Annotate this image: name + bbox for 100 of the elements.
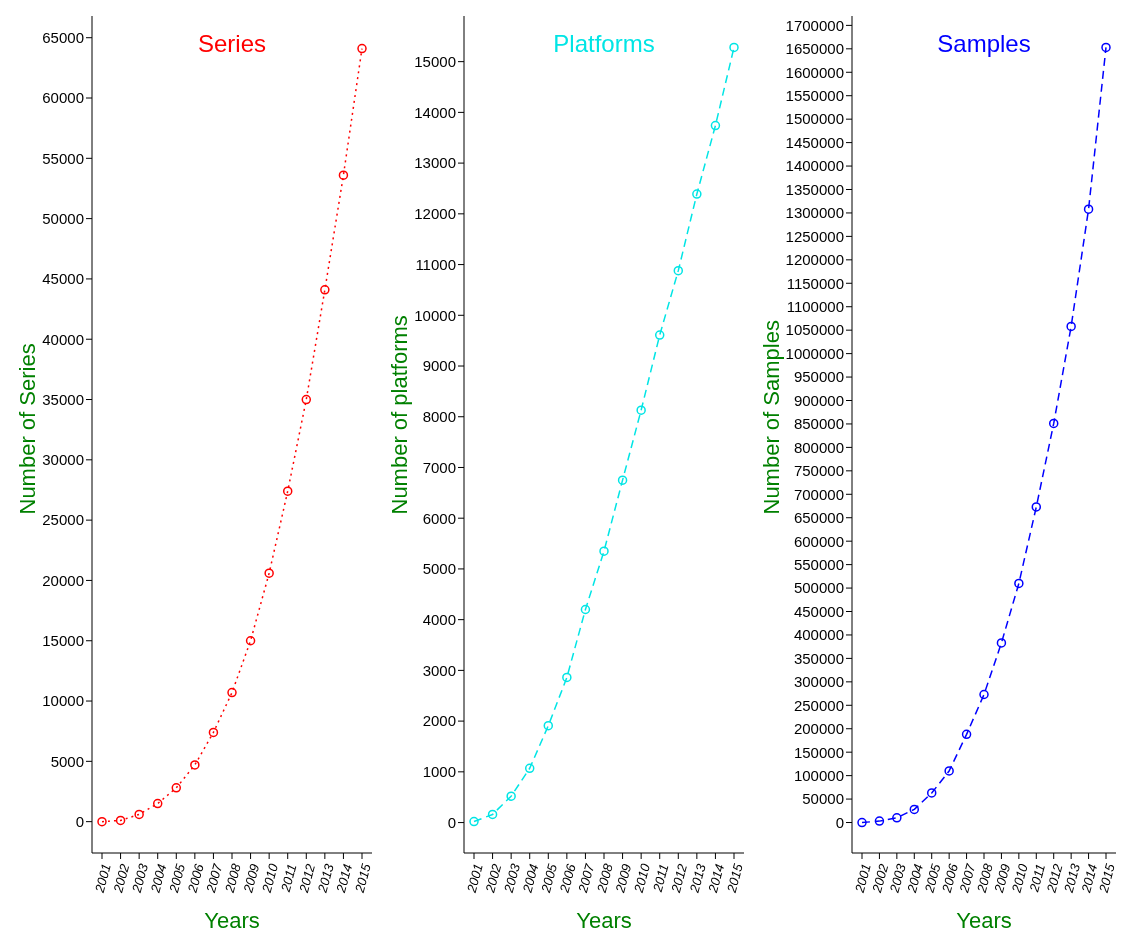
y-tick-label: 13000 — [414, 154, 456, 172]
y-tick-label: 0 — [75, 812, 84, 830]
point — [97, 816, 107, 827]
y-tick-label: 1450000 — [785, 133, 844, 151]
text: Platforms — [552, 30, 656, 58]
y-tick-label: 1150000 — [786, 274, 844, 292]
y-tick-label: 750000 — [793, 462, 844, 480]
y-tick-label: 8000 — [422, 408, 456, 426]
y-tick-label: 15000 — [42, 632, 84, 650]
point — [469, 816, 479, 827]
y-tick-label: 20000 — [42, 571, 84, 589]
y-tick-label: 550000 — [793, 555, 844, 573]
point — [357, 43, 367, 54]
point — [979, 689, 989, 700]
y-tick-label: 1500000 — [785, 110, 844, 128]
y-tick-label: 1400000 — [785, 157, 844, 175]
y-tick-label: 850000 — [793, 415, 844, 433]
y-tick-label: 50000 — [802, 790, 844, 808]
point — [506, 791, 516, 801]
point — [264, 568, 274, 578]
y-tick-label: 800000 — [793, 438, 844, 456]
point — [857, 817, 867, 828]
y-tick-label: 900000 — [793, 391, 844, 409]
y-tick-label: 1100000 — [786, 298, 844, 316]
point — [944, 766, 954, 776]
y-tick-label: 0 — [447, 813, 456, 831]
point — [245, 635, 256, 646]
point — [654, 330, 665, 340]
point — [208, 727, 219, 738]
y-tick-label: 50000 — [42, 209, 84, 227]
y-tick-label: 25000 — [42, 511, 84, 529]
point — [926, 788, 937, 798]
y-tick-label: 14000 — [414, 103, 456, 121]
point — [152, 798, 163, 809]
y-tick-label: 1350000 — [785, 180, 844, 198]
y-tick-label: 1200000 — [785, 251, 844, 269]
y-tick-label: 5000 — [422, 560, 456, 578]
text: Series — [197, 30, 267, 58]
y-tick-label: 1050000 — [785, 321, 844, 339]
y-tick-label: 9000 — [422, 357, 456, 375]
y-tick-label: 10000 — [42, 692, 84, 710]
point — [487, 809, 498, 820]
y-axis-title: Number of Series — [14, 343, 40, 515]
point — [1083, 204, 1094, 214]
point — [617, 475, 628, 485]
y-tick-label: 7000 — [422, 458, 456, 476]
point — [996, 638, 1007, 648]
y-tick-label: 65000 — [42, 29, 84, 47]
y-tick-label: 300000 — [793, 673, 844, 691]
y-tick-label: 1700000 — [785, 16, 844, 34]
point — [562, 672, 572, 683]
point — [524, 763, 535, 774]
y-tick-label: 350000 — [793, 649, 844, 667]
y-tick-label: 1000000 — [785, 344, 844, 362]
x-axis-title: Years — [956, 908, 1012, 929]
y-tick-label: 1300000 — [785, 204, 844, 222]
y-axis-title: Number of Samples — [758, 320, 784, 515]
point — [710, 120, 721, 131]
point — [543, 720, 554, 731]
point — [1014, 578, 1024, 589]
y-tick-label: 15000 — [414, 52, 456, 70]
point — [692, 189, 702, 199]
point — [1048, 418, 1059, 429]
y-tick-label: 250000 — [793, 696, 844, 714]
y-tick-label: 950000 — [793, 368, 844, 386]
y-tick-label: 2000 — [422, 712, 456, 730]
point — [282, 486, 293, 496]
point — [580, 604, 591, 615]
y-tick-label: 12000 — [414, 205, 456, 223]
x-axis-title: Years — [576, 908, 632, 929]
y-tick-label: 500000 — [793, 579, 844, 597]
point — [190, 760, 200, 770]
point — [1031, 502, 1042, 512]
y-tick-label: 45000 — [42, 270, 84, 288]
y-tick-label: 11000 — [415, 255, 456, 273]
y-tick-label: 600000 — [793, 532, 844, 550]
y-tick-label: 150000 — [793, 743, 844, 761]
y-tick-label: 100000 — [793, 766, 844, 784]
y-tick-label: 1650000 — [785, 40, 844, 58]
y-tick-label: 4000 — [422, 610, 456, 628]
y-tick-label: 6000 — [422, 509, 456, 527]
point — [115, 815, 126, 826]
point — [227, 687, 237, 698]
y-tick-label: 450000 — [793, 602, 844, 620]
y-axis-title: Number of platforms — [386, 315, 412, 515]
y-tick-label: 1000 — [422, 763, 456, 781]
y-tick-label: 30000 — [42, 451, 84, 469]
point — [338, 170, 349, 180]
point — [171, 783, 182, 793]
y-tick-label: 1600000 — [785, 63, 844, 81]
y-tick-label: 55000 — [42, 149, 84, 167]
y-tick-label: 650000 — [793, 509, 844, 527]
point — [909, 804, 920, 815]
point — [301, 394, 312, 405]
y-tick-label: 1550000 — [785, 87, 844, 105]
point — [1066, 321, 1076, 332]
point — [892, 813, 902, 823]
point — [134, 809, 144, 820]
y-tick-label: 0 — [835, 813, 844, 831]
point — [673, 265, 684, 276]
